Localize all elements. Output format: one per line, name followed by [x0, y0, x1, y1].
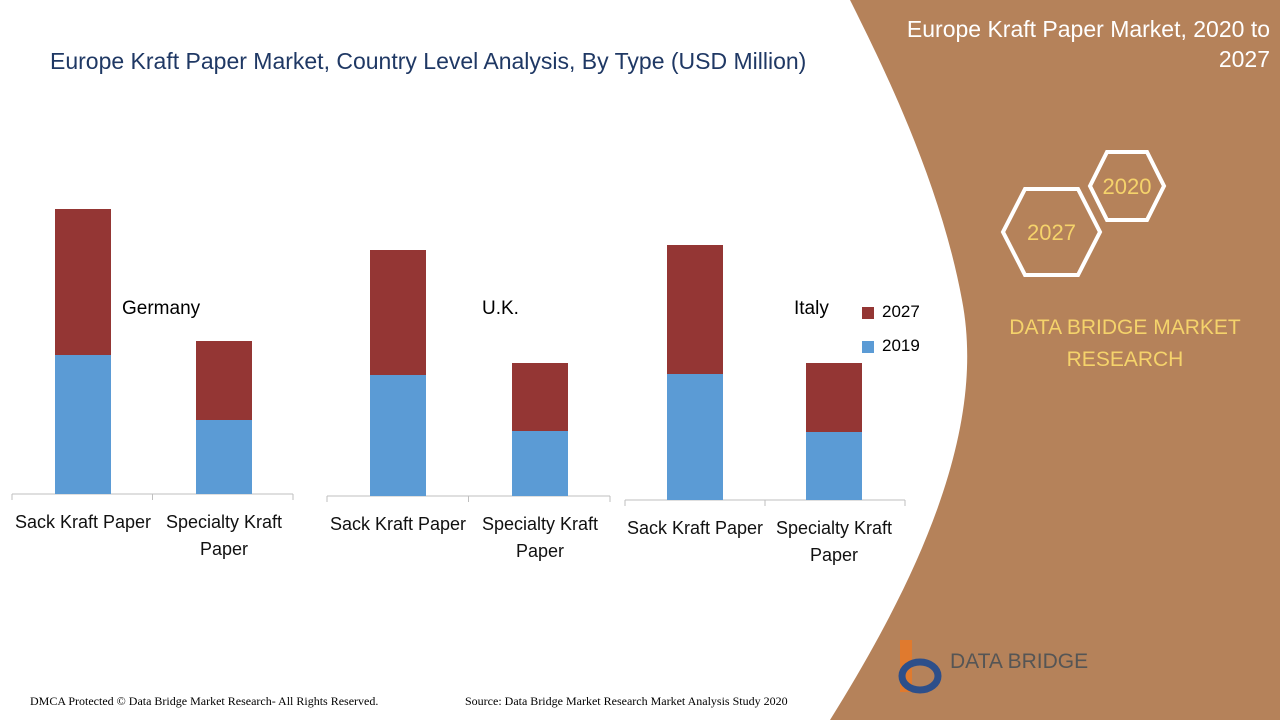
x-tick-label: Sack Kraft Paper	[14, 512, 152, 532]
bar-segment	[370, 375, 426, 496]
bar-segment	[667, 245, 723, 374]
panel-title: Europe Kraft Paper Market, 2020 to 2027	[906, 16, 1270, 72]
x-tick-label: Sack Kraft Paper	[626, 518, 764, 538]
side-panel	[830, 0, 1280, 720]
country-label: Germany	[122, 298, 201, 319]
hexagon	[1000, 187, 1103, 277]
legend-swatch	[862, 307, 874, 319]
bar-segment	[667, 374, 723, 500]
hexagon	[1087, 150, 1167, 222]
footer: Source: Data Bridge Market Research Mark…	[465, 694, 788, 708]
bar-segment	[370, 250, 426, 375]
x-tick-label: Specialty Kraft Paper	[775, 518, 893, 565]
bar-segment	[806, 363, 862, 432]
bar-segment	[55, 209, 111, 355]
logo-mark	[898, 640, 942, 694]
x-tick-label: Specialty Kraft Paper	[165, 512, 283, 559]
bar-segment	[806, 432, 862, 500]
bar-segment	[196, 420, 252, 494]
brand: DATA BRIDGE MARKET RESEARCH	[1009, 316, 1241, 371]
legend-swatch	[862, 341, 874, 353]
country-label: Italy	[794, 298, 829, 319]
country-label: U.K.	[482, 298, 519, 319]
legend-label: 2027	[882, 302, 920, 321]
footer: DMCA Protected © Data Bridge Market Rese…	[30, 694, 379, 708]
hex-label: 2020	[1102, 174, 1152, 199]
bar-segment	[512, 431, 568, 496]
legend-label: 2019	[882, 336, 920, 355]
bar-segment	[512, 363, 568, 431]
x-tick-label: Sack Kraft Paper	[329, 514, 467, 534]
hex-label: 2027	[1027, 220, 1076, 245]
chart-title: Europe Kraft Paper Market, Country Level…	[50, 48, 807, 74]
logo-text: DATA BRIDGE	[950, 650, 1089, 673]
bar-segment	[196, 341, 252, 420]
x-tick-label: Specialty Kraft Paper	[481, 514, 599, 561]
bar-segment	[55, 355, 111, 494]
